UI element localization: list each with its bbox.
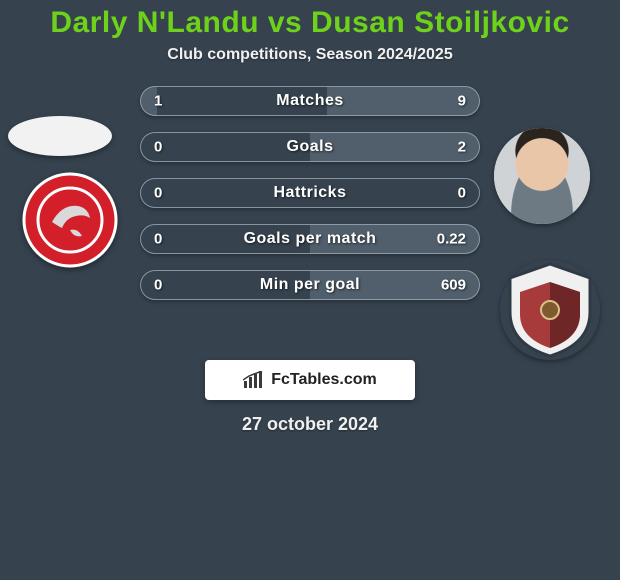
stat-row: 0 0.22 Goals per match: [140, 224, 480, 254]
page-title: Darly N'Landu vs Dusan Stoiljkovic: [0, 0, 620, 40]
stats-bars: 1 9 Matches 0 2 Goals 0 0 Hattricks 0 0.22 Goals pe…: [140, 86, 480, 316]
stat-label: Goals per match: [244, 230, 377, 248]
stat-row: 0 609 Min per goal: [140, 270, 480, 300]
fctables-badge[interactable]: FcTables.com: [205, 360, 415, 400]
stat-value-right: 9: [458, 93, 466, 110]
stat-value-left: 1: [154, 93, 162, 110]
date-label: 27 october 2024: [0, 414, 620, 435]
stat-row: 0 0 Hattricks: [140, 178, 480, 208]
subtitle: Club competitions, Season 2024/2025: [0, 46, 620, 64]
stat-label: Min per goal: [260, 276, 360, 294]
stat-value-left: 0: [154, 185, 162, 202]
stat-value-right: 2: [458, 139, 466, 156]
stat-fill-right: [310, 132, 480, 162]
stat-value-right: 0: [458, 185, 466, 202]
stat-value-right: 609: [441, 277, 466, 294]
stat-row: 1 9 Matches: [140, 86, 480, 116]
stat-label: Hattricks: [274, 184, 347, 202]
fctables-label: FcTables.com: [271, 371, 377, 389]
stat-label: Matches: [276, 92, 344, 110]
stat-value-left: 0: [154, 231, 162, 248]
stat-value-left: 0: [154, 139, 162, 156]
bar-chart-icon: [243, 371, 265, 389]
stat-row: 0 2 Goals: [140, 132, 480, 162]
stat-label: Goals: [287, 138, 334, 156]
stat-value-left: 0: [154, 277, 162, 294]
stat-value-right: 0.22: [437, 231, 466, 248]
